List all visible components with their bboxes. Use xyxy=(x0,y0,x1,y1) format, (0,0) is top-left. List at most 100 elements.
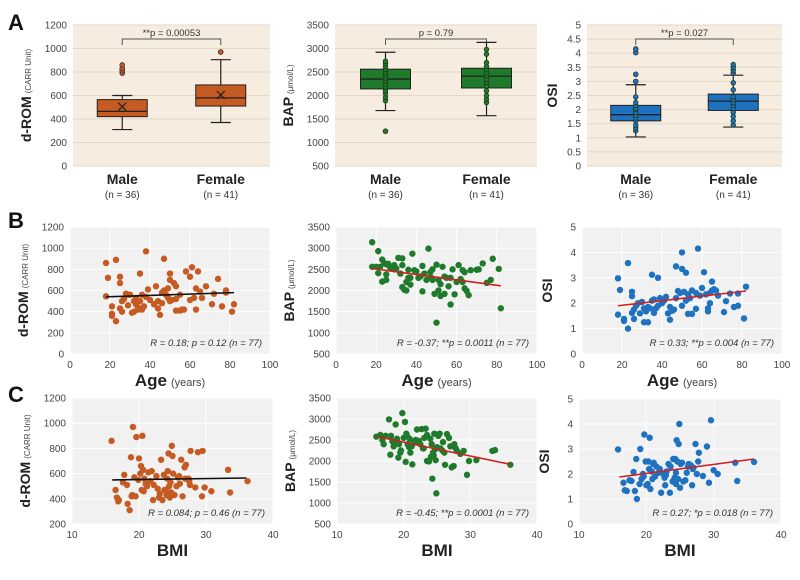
data-point xyxy=(483,92,490,99)
scatter-point xyxy=(198,493,206,500)
scatter-point xyxy=(657,489,665,496)
scatter-point xyxy=(460,447,467,455)
scatter-point xyxy=(654,274,662,281)
box-female xyxy=(195,49,247,124)
scatter-point xyxy=(375,269,382,277)
trend-line xyxy=(617,290,747,307)
scatter-point xyxy=(226,489,234,496)
scatter-point xyxy=(631,487,639,495)
y-tick-label: 500 xyxy=(314,520,331,531)
y-tick-label: 600 xyxy=(50,91,67,102)
category-label: Female xyxy=(709,171,757,187)
y-tick-label: 4 xyxy=(567,420,573,431)
scatter-point xyxy=(447,301,454,308)
scatter-point xyxy=(104,274,112,281)
y-tick-label: 3 xyxy=(567,445,573,456)
y-tick-label: 0 xyxy=(575,162,581,173)
scatter-point xyxy=(413,426,421,433)
y-axis-title: OSI xyxy=(544,83,560,107)
scatter-point xyxy=(180,306,188,313)
y-tick-label: 0.5 xyxy=(567,147,581,158)
scatter-point xyxy=(128,493,135,500)
y-tick-label: 3500 xyxy=(308,223,331,234)
scatter-point xyxy=(425,245,432,252)
scatter-point xyxy=(706,300,714,307)
y-axis-title: OSI xyxy=(536,449,552,473)
scatter-point xyxy=(734,477,741,485)
x-axis-label: Age (years) xyxy=(647,371,717,390)
x-tick-label: 30 xyxy=(200,530,212,541)
scatter-point xyxy=(722,297,730,305)
y-tick-label: 1000 xyxy=(309,499,332,510)
scatter-point xyxy=(467,266,474,274)
scatter-point xyxy=(403,430,410,437)
y-tick-label: 1500 xyxy=(307,115,330,126)
scatter-point xyxy=(720,308,728,316)
sample-size-label: (n = 41) xyxy=(716,190,751,201)
x-tick-label: 80 xyxy=(224,360,236,371)
category-label: Female xyxy=(462,171,510,187)
scatter-point xyxy=(688,310,696,318)
y-tick-label: 1 xyxy=(567,495,573,506)
sample-size-label: (n = 36) xyxy=(105,190,140,201)
y-axis-label: d-ROM (CARR Unit) xyxy=(18,49,34,143)
sample-size-label: (n = 41) xyxy=(203,190,238,201)
scatter-point xyxy=(126,506,133,514)
scatter-point xyxy=(465,457,473,465)
scatter-point xyxy=(614,275,622,282)
scatter-point xyxy=(694,458,702,465)
box-male xyxy=(360,51,411,135)
y-tick-label: 1000 xyxy=(42,244,65,255)
scatter-point xyxy=(146,296,154,304)
scatter-point xyxy=(439,263,446,270)
chart-scatter-d-rom-3: 0 200 400 600 800 1000 1200 d-ROM (CARR Unit) 0 20… xyxy=(15,223,279,391)
y-tick-label: 2000 xyxy=(309,457,332,468)
scatter-point xyxy=(703,443,711,450)
scatter-point xyxy=(694,245,702,252)
chart-scatter-d-rom-6: 200 400 600 800 1000 1200 d-ROM (CARR Unit) 10 20… xyxy=(17,394,279,561)
scatter-point xyxy=(153,472,160,480)
scatter-point xyxy=(154,305,162,312)
scatter-point xyxy=(670,306,678,313)
scatter-point xyxy=(692,305,700,312)
y-tick-label: 3500 xyxy=(307,21,330,32)
scatter-point xyxy=(397,447,405,454)
scatter-point xyxy=(435,287,442,294)
scatter-point xyxy=(112,317,120,325)
scatter-point xyxy=(682,477,689,484)
scatter-point xyxy=(407,281,414,288)
outlier-point xyxy=(632,71,639,78)
scatter-point xyxy=(441,290,448,298)
scatter-point xyxy=(669,478,676,485)
y-tick-label: 3 xyxy=(570,273,576,284)
x-axis-label: Age (years) xyxy=(401,371,471,390)
scatter-point xyxy=(678,249,686,256)
scatter-point xyxy=(628,477,635,485)
scatter-point xyxy=(380,441,387,448)
category-label: Male xyxy=(107,171,138,187)
scatter-point xyxy=(614,311,622,318)
scatter-point xyxy=(127,454,135,461)
scatter-point xyxy=(750,458,758,466)
y-tick-label: 1 xyxy=(575,133,581,144)
x-axis-title: BMI xyxy=(664,541,695,560)
scatter-point xyxy=(201,484,208,491)
scatter-point xyxy=(630,468,637,476)
x-tick-label: 40 xyxy=(531,530,543,541)
y-tick-label: 800 xyxy=(49,444,66,455)
y-axis-title: BAP xyxy=(280,97,296,127)
x-axis-unit: (years) xyxy=(171,377,205,389)
y-tick-label: 1500 xyxy=(308,307,331,318)
scatter-point xyxy=(401,418,409,426)
scatter-point xyxy=(616,286,624,294)
scatter-point xyxy=(495,265,503,273)
chart-box-bap-1: 500 1000 1500 2000 2500 3000 3500 BAP (μmol/L) p … xyxy=(280,21,537,201)
outlier-point xyxy=(382,128,389,135)
scatter-point xyxy=(218,303,226,310)
scatter-point xyxy=(678,265,686,273)
x-axis-title: BMI xyxy=(421,541,452,560)
y-axis-title: d-ROM xyxy=(18,96,34,142)
x-tick-label: 80 xyxy=(491,360,503,371)
y-tick-label: 200 xyxy=(47,328,64,339)
x-axis-label: BMI xyxy=(157,541,188,560)
